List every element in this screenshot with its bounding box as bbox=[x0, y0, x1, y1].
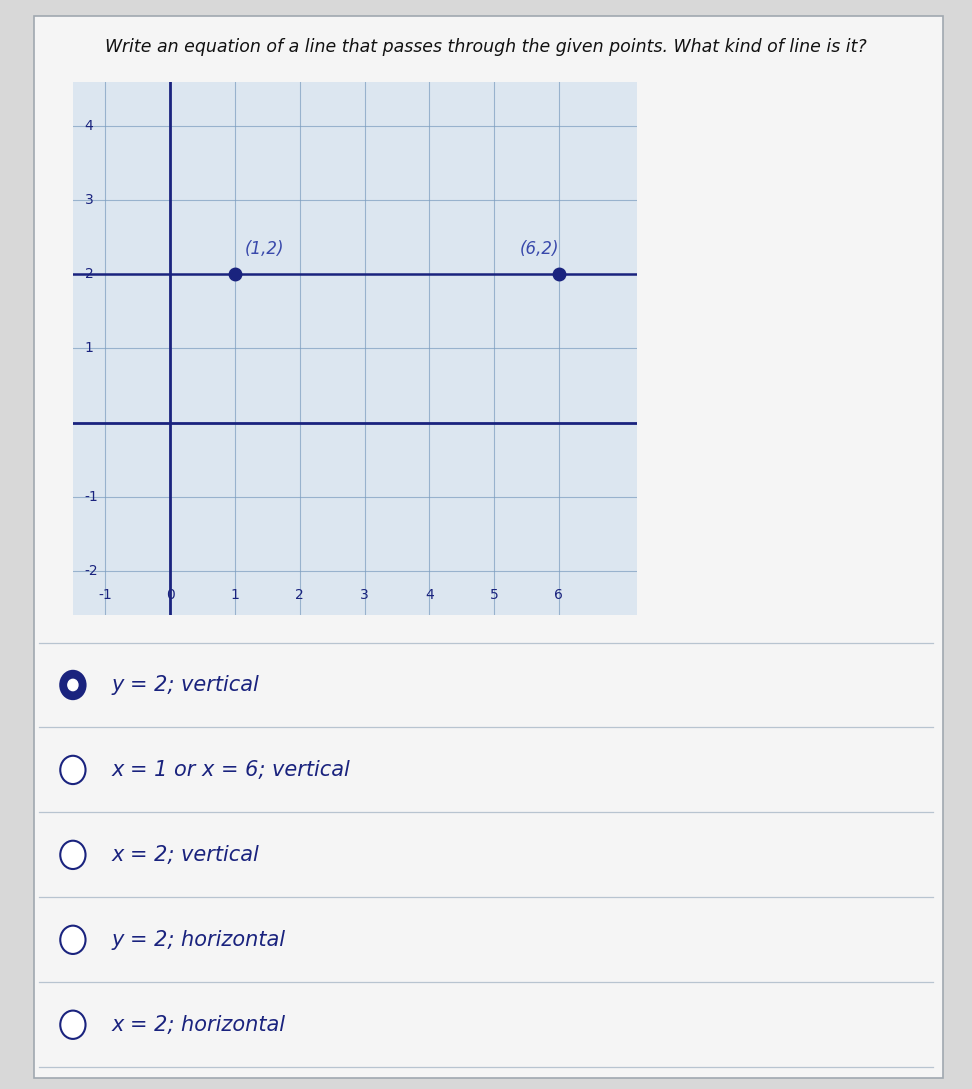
Text: 5: 5 bbox=[490, 588, 499, 602]
Text: x = 2; vertical: x = 2; vertical bbox=[112, 845, 260, 865]
Text: 1: 1 bbox=[85, 342, 93, 355]
Text: Write an equation of a line that passes through the given points. What kind of l: Write an equation of a line that passes … bbox=[105, 38, 867, 57]
Text: 4: 4 bbox=[85, 119, 93, 133]
Text: (1,2): (1,2) bbox=[245, 240, 284, 258]
Text: 2: 2 bbox=[295, 588, 304, 602]
Text: y = 2; vertical: y = 2; vertical bbox=[112, 675, 260, 695]
Text: -1: -1 bbox=[85, 490, 98, 504]
Text: 1: 1 bbox=[230, 588, 239, 602]
Text: x = 2; horizontal: x = 2; horizontal bbox=[112, 1015, 286, 1035]
Text: (6,2): (6,2) bbox=[520, 240, 560, 258]
Text: 4: 4 bbox=[425, 588, 434, 602]
Text: x = 1 or x = 6; vertical: x = 1 or x = 6; vertical bbox=[112, 760, 351, 780]
Text: -2: -2 bbox=[85, 564, 98, 578]
Text: -1: -1 bbox=[98, 588, 112, 602]
Text: 3: 3 bbox=[85, 193, 93, 207]
Text: y = 2; horizontal: y = 2; horizontal bbox=[112, 930, 286, 950]
Text: 3: 3 bbox=[360, 588, 369, 602]
Text: 6: 6 bbox=[554, 588, 564, 602]
Text: 2: 2 bbox=[85, 268, 93, 281]
Text: 0: 0 bbox=[165, 588, 175, 602]
